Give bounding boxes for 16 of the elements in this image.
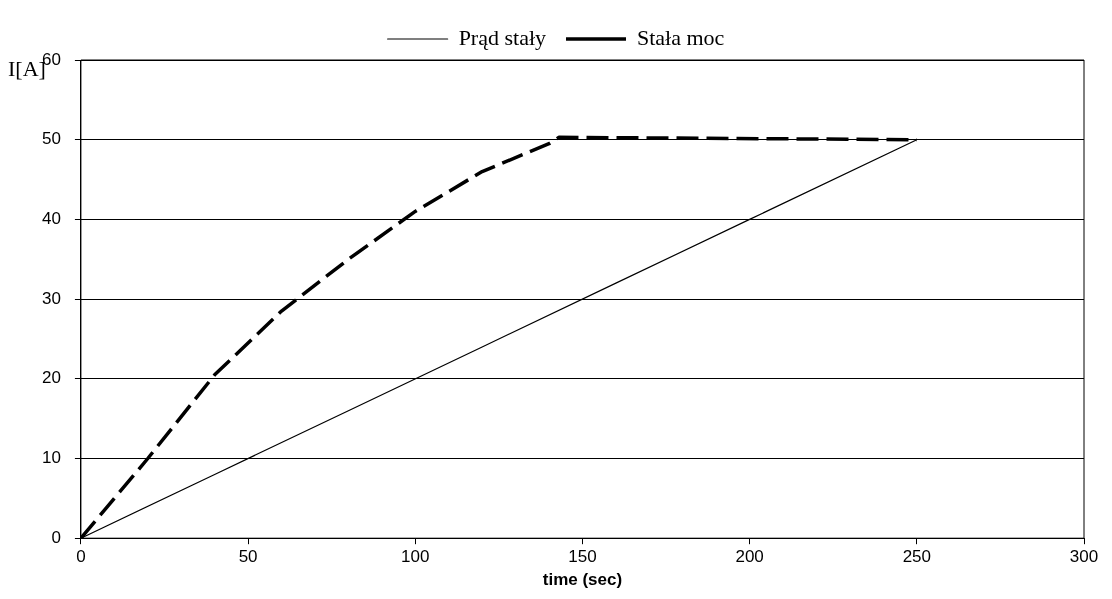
x-axis-title: time (sec) <box>542 570 623 590</box>
y-tick-label: 50 <box>41 129 61 149</box>
x-tick-label: 250 <box>902 547 932 567</box>
legend-label: Stała moc <box>637 24 725 50</box>
x-tick-label: 300 <box>1069 547 1099 567</box>
x-tick-label: 0 <box>76 547 86 567</box>
x-tick-label: 200 <box>735 547 764 567</box>
x-tick-label: 100 <box>401 547 430 567</box>
x-tick-label: 50 <box>238 547 258 567</box>
y-tick-label: 40 <box>41 209 61 229</box>
x-tick-label: 150 <box>568 547 597 567</box>
y-tick-label: 0 <box>51 527 61 547</box>
y-tick-label: 10 <box>41 448 61 468</box>
legend-label: Prąd stały <box>458 24 547 50</box>
y-tick-label: 30 <box>41 288 61 308</box>
y-tick-label: 20 <box>41 368 61 388</box>
